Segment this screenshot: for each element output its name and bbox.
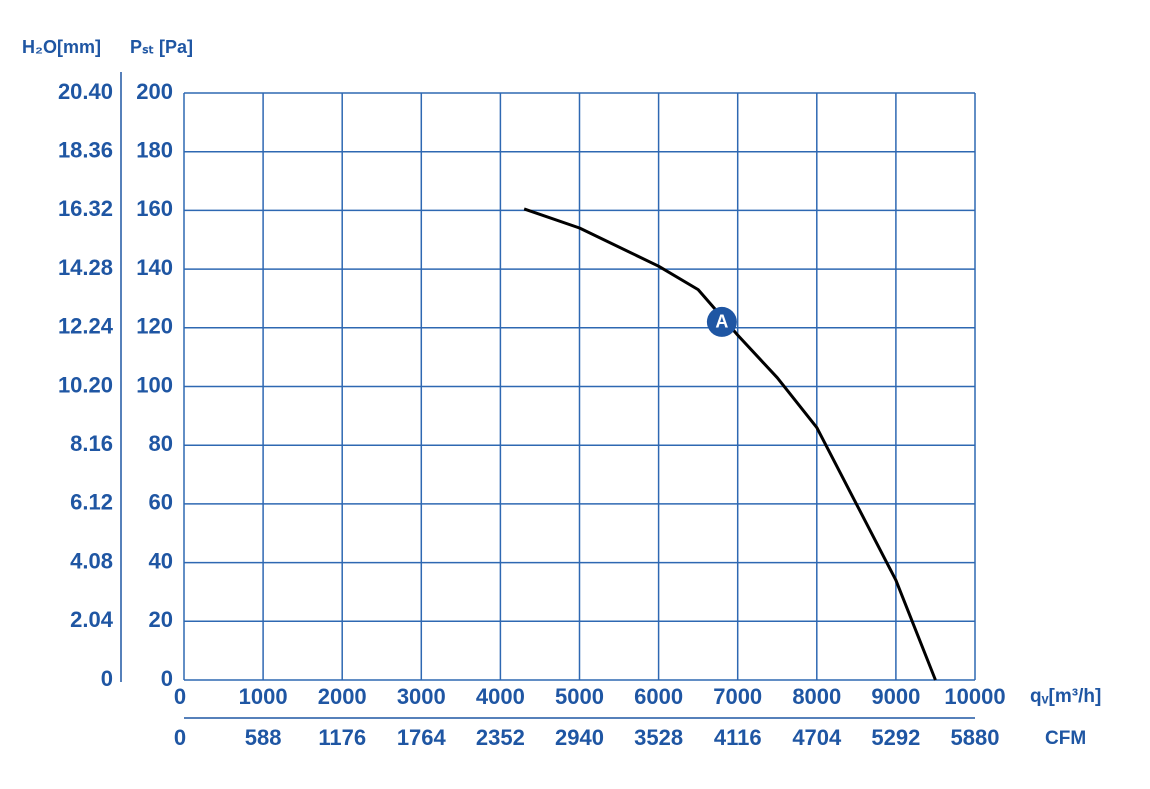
- x-tick-label: 4000: [476, 684, 525, 709]
- x-tick-label: 9000: [871, 684, 920, 709]
- x-tick-label: 5000: [555, 684, 604, 709]
- y2-tick-label: 14.28: [58, 255, 113, 280]
- y-axis-label: Pₛₜ [Pa]: [130, 37, 193, 57]
- x2-tick-label: 5880: [951, 725, 1000, 750]
- operating-point: [706, 306, 737, 337]
- x2-tick-label: 1764: [397, 725, 447, 750]
- y-tick-label: 20: [149, 607, 173, 632]
- y2-axis-label: H₂O[mm]: [22, 37, 101, 57]
- x2-tick-label: 3528: [634, 725, 683, 750]
- x2-axis-label: CFM: [1045, 728, 1086, 749]
- y-tick-label: 200: [136, 79, 173, 104]
- x-axis-label: qᵥ[m³/h]: [1030, 686, 1101, 707]
- x-tick-label: 10000: [944, 684, 1005, 709]
- y-tick-label: 120: [136, 314, 173, 339]
- x-tick-label: 7000: [713, 684, 762, 709]
- y-tick-label: 40: [149, 548, 173, 573]
- y2-tick-label: 16.32: [58, 196, 113, 221]
- x-tick-label: 2000: [318, 684, 367, 709]
- y-tick-label: 160: [136, 196, 173, 221]
- x2-tick-label: 588: [245, 725, 282, 750]
- y2-tick-label: 0: [101, 666, 113, 691]
- y-tick-label: 60: [149, 490, 173, 515]
- x2-tick-label: 2940: [555, 725, 604, 750]
- x2-tick-label: 4116: [714, 725, 762, 750]
- y2-tick-label: 6.12: [70, 490, 113, 515]
- y2-tick-label: 8.16: [70, 431, 113, 456]
- y2-tick-label: 20.40: [58, 79, 113, 104]
- y-tick-label: 180: [136, 138, 173, 163]
- y2-tick-label: 10.20: [58, 372, 113, 397]
- x2-tick-label: 2352: [476, 725, 525, 750]
- x-tick-label: 6000: [634, 684, 683, 709]
- y2-tick-label: 12.24: [58, 314, 114, 339]
- y-tick-label: 100: [136, 372, 173, 397]
- x2-tick-label: 0: [174, 725, 186, 750]
- curve: [523, 207, 937, 681]
- x-tick-label: 0: [174, 684, 186, 709]
- y2-tick-label: 4.08: [70, 548, 113, 573]
- x-tick-label: 8000: [792, 684, 841, 709]
- y-tick-label: 80: [149, 431, 173, 456]
- annotation-label: A: [715, 312, 728, 332]
- y-tick-label: 0: [161, 666, 173, 691]
- x-tick-label: 1000: [239, 684, 288, 709]
- x-tick-label: 3000: [397, 684, 446, 709]
- y2-tick-label: 18.36: [58, 138, 113, 163]
- y-tick-label: 140: [136, 255, 173, 280]
- x2-tick-label: 1176: [318, 725, 366, 750]
- x2-tick-label: 5292: [871, 725, 920, 750]
- x2-tick-label: 4704: [792, 725, 842, 750]
- y2-tick-label: 2.04: [70, 607, 114, 632]
